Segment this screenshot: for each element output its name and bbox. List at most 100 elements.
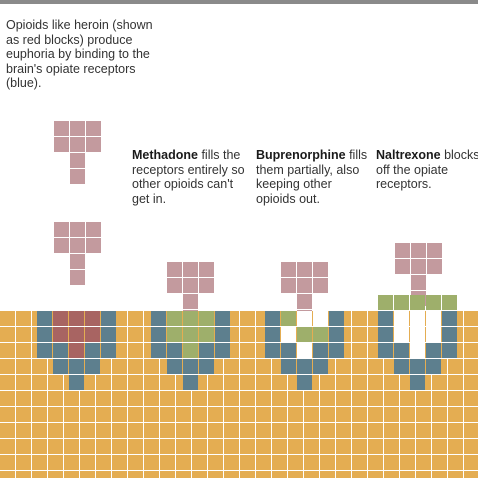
opioid-block xyxy=(86,121,101,136)
opioid-block xyxy=(183,294,198,309)
brain-tissue-block xyxy=(32,471,47,478)
brain-tissue-block xyxy=(416,391,431,406)
intro-text: Opioids like heroin (shown as red blocks… xyxy=(6,18,153,90)
brain-tissue-block xyxy=(352,391,367,406)
brain-tissue-block xyxy=(0,439,15,454)
heroin-cavity-block xyxy=(69,343,84,358)
heroin-cavity-block xyxy=(85,327,100,342)
brain-tissue-block xyxy=(320,375,335,390)
brain-tissue-block xyxy=(16,391,31,406)
naltrexone-cavity-block xyxy=(394,327,409,342)
brain-tissue-block xyxy=(304,423,319,438)
brain-tissue-block xyxy=(464,455,478,470)
heroin-receptor-block xyxy=(101,311,116,326)
brain-tissue-block xyxy=(16,343,31,358)
brain-tissue-block xyxy=(96,391,111,406)
opioid-block xyxy=(313,278,328,293)
brain-tissue-block xyxy=(0,311,15,326)
methadone-receptor-block xyxy=(215,327,230,342)
brain-tissue-block xyxy=(448,471,463,478)
brain-tissue-block xyxy=(16,471,31,478)
brain-tissue-block xyxy=(432,375,447,390)
brain-tissue-block xyxy=(144,391,159,406)
brain-tissue-block xyxy=(304,391,319,406)
brain-tissue-block xyxy=(416,471,431,478)
methadone-receptor-block xyxy=(167,359,182,374)
brain-tissue-block xyxy=(32,359,47,374)
brain-tissue-block xyxy=(272,423,287,438)
brain-tissue-block xyxy=(240,375,255,390)
brain-tissue-block xyxy=(368,391,383,406)
brain-tissue-block xyxy=(256,407,271,422)
buprenorphine-cavity-block xyxy=(313,327,328,342)
brain-tissue-block xyxy=(64,439,79,454)
brain-tissue-block xyxy=(448,455,463,470)
brain-tissue-block xyxy=(368,423,383,438)
brain-tissue-block xyxy=(96,423,111,438)
brain-tissue-block xyxy=(144,471,159,478)
brain-tissue-block xyxy=(32,407,47,422)
brain-tissue-block xyxy=(416,455,431,470)
opioid-block xyxy=(199,262,214,277)
brain-tissue-block xyxy=(464,359,478,374)
buprenorphine-receptor-block xyxy=(265,343,280,358)
brain-tissue-block xyxy=(96,471,111,478)
heroin-receptor-block xyxy=(37,327,52,342)
buprenorphine-cavity-block xyxy=(281,327,296,342)
brain-tissue-block xyxy=(128,471,143,478)
methadone-cavity-block xyxy=(167,327,182,342)
brain-tissue-block xyxy=(176,455,191,470)
buprenorphine-receptor-block xyxy=(329,311,344,326)
buprenorphine-label: Buprenorphine xyxy=(256,148,346,162)
brain-tissue-block xyxy=(464,439,478,454)
buprenorphine-receptor-block xyxy=(265,311,280,326)
opioid-block xyxy=(70,254,85,269)
brain-tissue-block xyxy=(448,407,463,422)
brain-tissue-block xyxy=(432,471,447,478)
opioid-block xyxy=(167,278,182,293)
brain-tissue-block xyxy=(352,455,367,470)
methadone-cavity-block xyxy=(183,311,198,326)
brain-tissue-block xyxy=(160,439,175,454)
brain-tissue-block xyxy=(16,423,31,438)
brain-tissue-block xyxy=(224,439,239,454)
brain-tissue-block xyxy=(304,439,319,454)
heroin-cavity-block xyxy=(69,311,84,326)
brain-tissue-block xyxy=(240,439,255,454)
brain-tissue-block xyxy=(400,471,415,478)
opioid-block xyxy=(281,278,296,293)
naltrexone-cavity-block xyxy=(410,343,425,358)
brain-tissue-block xyxy=(96,375,111,390)
brain-tissue-block xyxy=(432,423,447,438)
brain-tissue-block xyxy=(0,471,15,478)
brain-tissue-block xyxy=(464,311,478,326)
naltrexone-receptor-block xyxy=(426,343,441,358)
opioid-block xyxy=(281,262,296,277)
brain-tissue-block xyxy=(400,455,415,470)
naltrexone-block xyxy=(442,295,457,310)
brain-tissue-block xyxy=(48,455,63,470)
brain-tissue-block xyxy=(128,439,143,454)
brain-tissue-block xyxy=(320,455,335,470)
brain-tissue-block xyxy=(208,391,223,406)
brain-tissue-block xyxy=(48,423,63,438)
brain-tissue-block xyxy=(80,471,95,478)
brain-tissue-block xyxy=(224,359,239,374)
buprenorphine-receptor-block xyxy=(265,327,280,342)
brain-tissue-block xyxy=(432,407,447,422)
brain-tissue-block xyxy=(320,391,335,406)
naltrexone-cavity-block xyxy=(410,327,425,342)
brain-tissue-block xyxy=(192,407,207,422)
brain-tissue-block xyxy=(16,455,31,470)
brain-tissue-block xyxy=(144,375,159,390)
brain-tissue-block xyxy=(80,423,95,438)
brain-tissue-block xyxy=(48,391,63,406)
brain-tissue-block xyxy=(352,359,367,374)
brain-tissue-block xyxy=(384,375,399,390)
brain-tissue-block xyxy=(192,471,207,478)
brain-tissue-block xyxy=(144,439,159,454)
heroin-receptor-block xyxy=(85,359,100,374)
brain-tissue-block xyxy=(288,455,303,470)
naltrexone-description: blocks off the opiate receptors. xyxy=(376,148,478,191)
brain-tissue-block xyxy=(336,359,351,374)
